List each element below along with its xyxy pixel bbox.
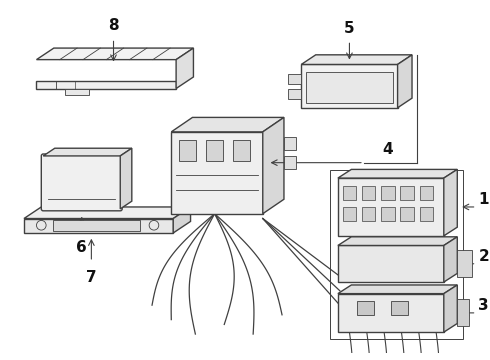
Polygon shape	[173, 207, 191, 233]
Bar	[357, 301, 374, 315]
Polygon shape	[338, 285, 457, 294]
Text: 3: 3	[478, 298, 489, 313]
Polygon shape	[306, 72, 393, 103]
Polygon shape	[24, 219, 173, 233]
Bar	[420, 207, 433, 221]
Polygon shape	[36, 81, 176, 89]
FancyBboxPatch shape	[41, 154, 122, 211]
Bar	[206, 140, 223, 161]
Polygon shape	[24, 207, 191, 219]
Polygon shape	[444, 170, 457, 236]
Text: 6: 6	[76, 240, 87, 255]
Polygon shape	[284, 156, 295, 170]
Polygon shape	[284, 137, 295, 150]
Polygon shape	[301, 64, 397, 108]
Bar	[420, 186, 433, 200]
Text: 7: 7	[86, 270, 97, 284]
Polygon shape	[338, 170, 457, 178]
Polygon shape	[338, 294, 444, 332]
Polygon shape	[397, 55, 412, 108]
Bar	[343, 186, 356, 200]
Bar	[343, 207, 356, 221]
Bar	[362, 207, 375, 221]
Polygon shape	[288, 74, 301, 84]
Polygon shape	[53, 220, 140, 231]
Polygon shape	[301, 55, 412, 64]
Bar	[391, 301, 408, 315]
Polygon shape	[172, 117, 284, 132]
Bar	[381, 207, 394, 221]
Polygon shape	[43, 148, 132, 156]
Bar	[400, 207, 414, 221]
Polygon shape	[65, 89, 90, 95]
Bar	[330, 170, 463, 339]
Text: 1: 1	[478, 192, 489, 207]
Polygon shape	[36, 48, 194, 60]
Bar	[400, 186, 414, 200]
Polygon shape	[338, 237, 457, 246]
Text: 5: 5	[344, 21, 355, 36]
Polygon shape	[444, 285, 457, 332]
Text: 4: 4	[383, 142, 393, 157]
Bar	[179, 140, 196, 161]
Text: 8: 8	[108, 18, 119, 33]
Polygon shape	[338, 178, 444, 236]
Polygon shape	[444, 237, 457, 282]
Polygon shape	[263, 117, 284, 214]
Text: 2: 2	[478, 248, 489, 264]
Polygon shape	[457, 300, 469, 327]
Polygon shape	[120, 148, 132, 209]
Bar	[362, 186, 375, 200]
Bar	[233, 140, 250, 161]
Polygon shape	[176, 48, 194, 89]
Polygon shape	[172, 132, 263, 214]
Polygon shape	[288, 90, 301, 99]
Polygon shape	[338, 246, 444, 282]
Polygon shape	[457, 250, 472, 277]
Bar	[381, 186, 394, 200]
